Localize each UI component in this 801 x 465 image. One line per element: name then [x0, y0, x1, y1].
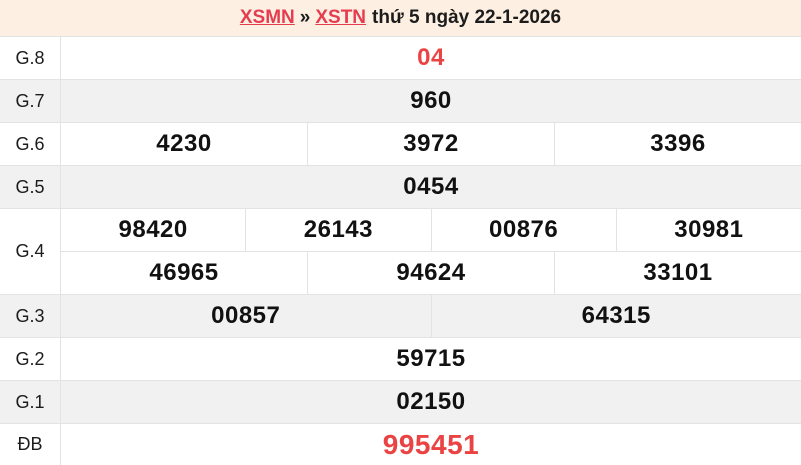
- prize-line: 0454: [61, 166, 801, 208]
- results-header: XSMN » XSTN thứ 5 ngày 22-1-2026: [0, 0, 801, 36]
- prize-number-g6-0-1: 3972: [307, 123, 554, 165]
- draw-date-text: thứ 5 ngày 22-1-2026: [372, 7, 562, 28]
- prize-values-db: 995451: [61, 424, 801, 465]
- prize-number-g6-0-2: 3396: [554, 123, 801, 165]
- prize-line: 4230 3972 3396: [61, 123, 801, 165]
- prize-line: 46965 94624 33101: [61, 251, 801, 294]
- prize-row-db: ĐB 995451: [0, 423, 801, 465]
- results-table: G.8 04 G.7 960 G.6 4230 3972 3396 G.5 0454 G.4 9842…: [0, 36, 801, 465]
- prize-line: 02150: [61, 381, 801, 423]
- prize-label-g1: G.1: [0, 381, 61, 423]
- prize-label-g4: G.4: [0, 209, 61, 294]
- prize-row-g6: G.6 4230 3972 3396: [0, 122, 801, 165]
- prize-values-g7: 960: [61, 80, 801, 122]
- prize-label-g3: G.3: [0, 295, 61, 337]
- prize-values-g4: 98420 26143 00876 30981 46965 94624 33101: [61, 209, 801, 294]
- prize-line: 59715: [61, 338, 801, 380]
- prize-number-db-0-0: 995451: [382, 428, 480, 460]
- prize-number-g8-0-0: 04: [417, 44, 445, 71]
- prize-row-g5: G.5 0454: [0, 165, 801, 208]
- prize-values-g5: 0454: [61, 166, 801, 208]
- region-link-xsmn[interactable]: XSMN: [239, 7, 295, 28]
- prize-number-g4-1-0: 46965: [149, 259, 219, 286]
- prize-row-g4: G.4 98420 26143 00876 30981 46965 94624 33101: [0, 208, 801, 294]
- prize-line: 04: [61, 37, 801, 79]
- prize-label-g7: G.7: [0, 80, 61, 122]
- prize-number-g4-0-2: 00876: [430, 209, 616, 251]
- prize-label-g5: G.5: [0, 166, 61, 208]
- prize-number-g6-0-0: 4230: [156, 130, 212, 157]
- prize-label-g8: G.8: [0, 37, 61, 79]
- prize-number-g3-0-0: 00857: [211, 302, 281, 329]
- prize-line: 98420 26143 00876 30981: [61, 209, 801, 251]
- prize-number-g4-0-3: 30981: [615, 209, 801, 251]
- prize-row-g1: G.1 02150: [0, 380, 801, 423]
- prize-line: 00857 64315: [61, 295, 801, 337]
- prize-number-g4-1-2: 33101: [554, 252, 801, 294]
- prize-row-g3: G.3 00857 64315: [0, 294, 801, 337]
- prize-values-g3: 00857 64315: [61, 295, 801, 337]
- prize-number-g3-0-1: 64315: [430, 295, 801, 337]
- prize-row-g7: G.7 960: [0, 79, 801, 122]
- province-link-xstn[interactable]: XSTN: [315, 7, 367, 28]
- prize-number-g2-0-0: 59715: [396, 345, 466, 372]
- prize-number-g5-0-0: 0454: [403, 173, 459, 200]
- prize-number-g1-0-0: 02150: [396, 388, 466, 415]
- prize-number-g7-0-0: 960: [410, 87, 452, 114]
- prize-values-g8: 04: [61, 37, 801, 79]
- breadcrumb-separator: »: [299, 7, 311, 28]
- prize-label-db: ĐB: [0, 424, 61, 465]
- prize-values-g2: 59715: [61, 338, 801, 380]
- prize-number-g4-0-0: 98420: [118, 216, 188, 243]
- prize-number-g4-0-1: 26143: [245, 209, 430, 251]
- prize-label-g2: G.2: [0, 338, 61, 380]
- prize-line: 995451: [61, 424, 801, 465]
- prize-label-g6: G.6: [0, 123, 61, 165]
- prize-line: 960: [61, 80, 801, 122]
- prize-values-g6: 4230 3972 3396: [61, 123, 801, 165]
- prize-number-g4-1-1: 94624: [307, 252, 554, 294]
- prize-row-g2: G.2 59715: [0, 337, 801, 380]
- prize-values-g1: 02150: [61, 381, 801, 423]
- prize-row-g8: G.8 04: [0, 36, 801, 79]
